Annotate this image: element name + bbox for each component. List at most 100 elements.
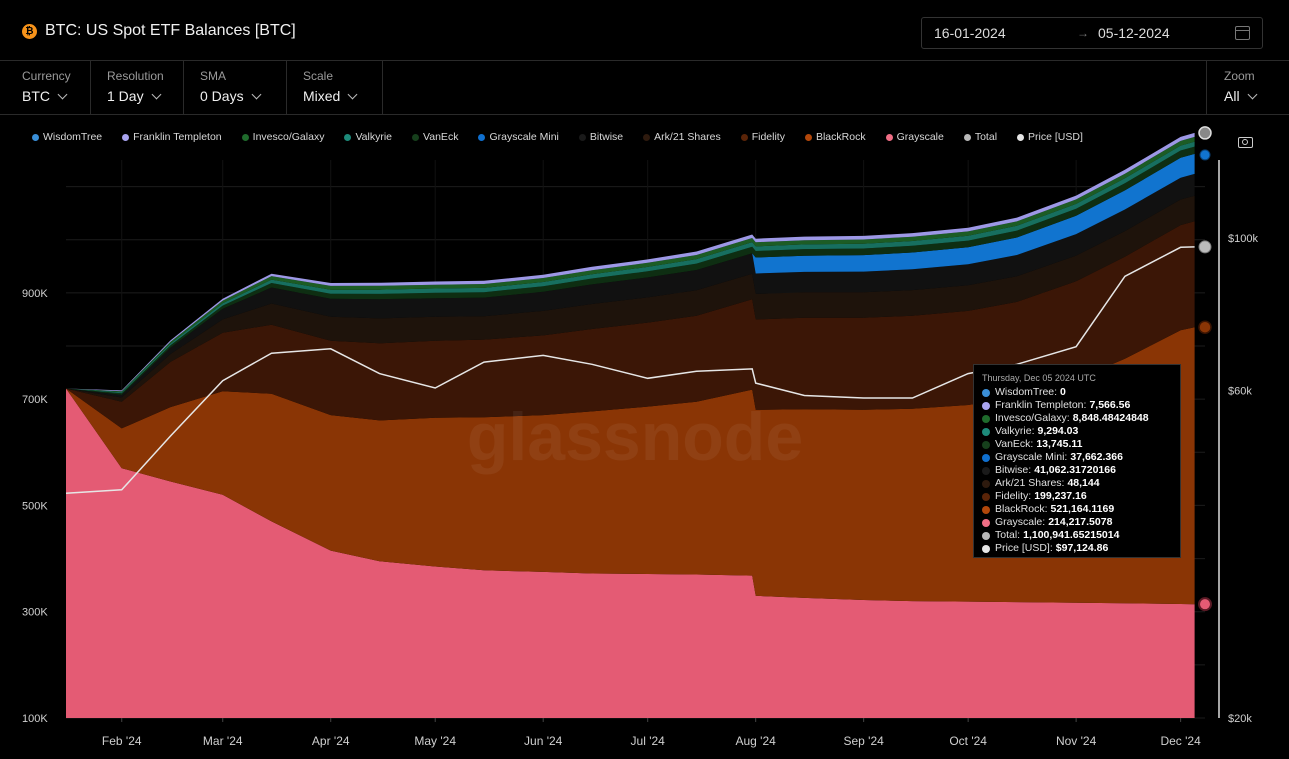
tooltip-row: Price [USD]: $97,124.86	[982, 542, 1172, 555]
zoom-label: Zoom	[1224, 69, 1255, 83]
legend-dot-icon	[643, 133, 651, 141]
chart-title: BTC: US Spot ETF Balances [BTC]	[45, 22, 296, 39]
tooltip-row: Invesco/Galaxy: 8,848.48424848	[982, 412, 1172, 425]
legend-dot-icon	[478, 133, 486, 141]
tooltip-series-name: Total:	[995, 529, 1021, 541]
legend-dot-icon	[885, 133, 893, 141]
legend-item[interactable]: VanEck	[412, 131, 458, 143]
arrow-right-icon: →	[1077, 26, 1089, 40]
total-marker	[1198, 126, 1212, 140]
tooltip-dot-icon	[982, 479, 990, 488]
x-axis-tick-label: Oct '24	[949, 734, 987, 748]
tooltip-series-value: 41,062.31720166	[1034, 464, 1116, 476]
y-axis-left-tick: 100K	[22, 713, 48, 725]
scale-value[interactable]: Mixed	[303, 88, 358, 104]
date-range-picker[interactable]: 16-01-2024 → 05-12-2024	[921, 17, 1263, 49]
series-area-grayscale	[66, 388, 1195, 718]
tooltip-series-name: Bitwise:	[995, 464, 1032, 476]
legend-dot-icon	[412, 133, 420, 141]
x-axis-tick-label: Aug '24	[736, 734, 777, 748]
legend-item[interactable]: Total	[963, 131, 997, 143]
camera-icon[interactable]	[1238, 137, 1253, 148]
resolution-dropdown[interactable]: Resolution 1 Day	[90, 60, 184, 114]
tooltip-series-value: 48,144	[1067, 477, 1100, 489]
y-axis-left-tick: 300K	[22, 607, 48, 619]
tooltip-row: WisdomTree: 0	[982, 386, 1172, 399]
x-axis-tick-label: Apr '24	[312, 734, 350, 748]
date-from-input[interactable]: 16-01-2024	[934, 25, 1006, 41]
legend-item[interactable]: Franklin Templeton	[122, 131, 222, 143]
tooltip-series-value: 37,662.366	[1070, 451, 1123, 463]
x-axis-tick-label: Sep '24	[843, 734, 884, 748]
tooltip-series-value: $97,124.86	[1055, 542, 1109, 554]
x-axis-tick-label: Jun '24	[524, 734, 563, 748]
legend-dot-icon	[32, 133, 39, 141]
tooltip-dot-icon	[982, 388, 990, 397]
x-axis-tick-label: Mar '24	[203, 734, 243, 748]
tooltip-series-name: Franklin Templeton:	[995, 399, 1087, 411]
resolution-value[interactable]: 1 Day	[107, 88, 162, 104]
legend-item[interactable]: Price [USD]	[1017, 131, 1083, 143]
scale-dropdown[interactable]: Scale Mixed	[286, 60, 383, 114]
tooltip-series-value: 1,100,941.65215014	[1023, 529, 1120, 541]
series-area-ark-21-shares	[66, 195, 1195, 402]
grayscale-marker	[1198, 597, 1212, 612]
currency-dropdown[interactable]: Currency BTC	[0, 60, 91, 114]
tooltip-series-name: Valkyrie:	[995, 425, 1035, 437]
legend-label: Price [USD]	[1028, 131, 1083, 143]
legend-item[interactable]: Grayscale	[885, 131, 944, 143]
hover-tooltip: Thursday, Dec 05 2024 UTC WisdomTree: 0 Fr…	[973, 364, 1181, 558]
legend-item[interactable]: Invesco/Galaxy	[241, 131, 325, 143]
legend-item[interactable]: Valkyrie	[344, 131, 392, 143]
tooltip-series-value: 199,237.16	[1034, 490, 1087, 502]
price-line	[65, 246, 1195, 495]
y-axis-left-tick: 700K	[22, 394, 48, 406]
tooltip-dot-icon	[982, 440, 990, 449]
series-area-bitwise	[66, 173, 1195, 398]
tooltip-row: Valkyrie: 9,294.03	[982, 425, 1172, 438]
tooltip-dot-icon	[982, 466, 990, 475]
date-to-input[interactable]: 05-12-2024	[1098, 25, 1170, 41]
controls-bar: Currency BTC Resolution 1 Day SMA 0 Days…	[0, 60, 1289, 115]
tooltip-series-value: 9,294.03	[1037, 425, 1079, 437]
legend-item[interactable]: Ark/21 Shares	[643, 131, 721, 143]
legend-item[interactable]: Fidelity	[740, 131, 785, 143]
tooltip-series-value: 521,164.1169	[1050, 503, 1115, 515]
y-axis-left-tick: 900K	[22, 288, 48, 300]
currency-value[interactable]: BTC	[22, 88, 68, 104]
tooltip-row: VanEck: 13,745.11	[982, 438, 1172, 451]
zoom-dropdown[interactable]: Zoom All	[1206, 60, 1289, 114]
tooltip-series-value: 7,566.56	[1089, 399, 1131, 411]
x-axis-tick-label: May '24	[414, 734, 456, 748]
sma-dropdown[interactable]: SMA 0 Days	[183, 60, 287, 114]
zoom-value[interactable]: All	[1224, 88, 1258, 104]
tooltip-dot-icon	[982, 531, 990, 540]
legend-item[interactable]: Bitwise	[578, 131, 623, 143]
tooltip-series-value: 214,217.5078	[1048, 516, 1113, 528]
tooltip-dot-icon	[982, 401, 990, 410]
legend-label: VanEck	[423, 131, 459, 143]
x-axis-tick-label: Nov '24	[1056, 734, 1097, 748]
legend-label: Invesco/Galaxy	[252, 131, 325, 143]
legend-dot-icon	[122, 133, 130, 141]
legend-label: BlackRock	[815, 131, 866, 143]
tooltip-rows: WisdomTree: 0 Franklin Templeton: 7,566.56 I…	[982, 386, 1172, 555]
legend-item[interactable]: BlackRock	[804, 131, 866, 143]
tooltip-dot-icon	[982, 414, 990, 423]
tooltip-date: Thursday, Dec 05 2024 UTC	[982, 373, 1096, 383]
tooltip-dot-icon	[982, 544, 990, 553]
calendar-icon[interactable]	[1235, 26, 1250, 40]
legend-item[interactable]: Grayscale Mini	[478, 131, 559, 143]
legend-item[interactable]: WisdomTree	[32, 131, 102, 143]
sma-value[interactable]: 0 Days	[200, 88, 262, 104]
tooltip-row: Total: 1,100,941.65215014	[982, 529, 1172, 542]
scale-label: Scale	[303, 69, 334, 83]
y-axis-right-tick: $20k	[1228, 713, 1252, 725]
legend-dot-icon	[344, 133, 352, 141]
legend-label: Franklin Templeton	[133, 131, 222, 143]
legend-dot-icon	[1017, 133, 1025, 141]
tooltip-row: Bitwise: 41,062.31720166	[982, 464, 1172, 477]
currency-label: Currency	[22, 69, 71, 83]
series-area-blackrock	[66, 327, 1195, 605]
